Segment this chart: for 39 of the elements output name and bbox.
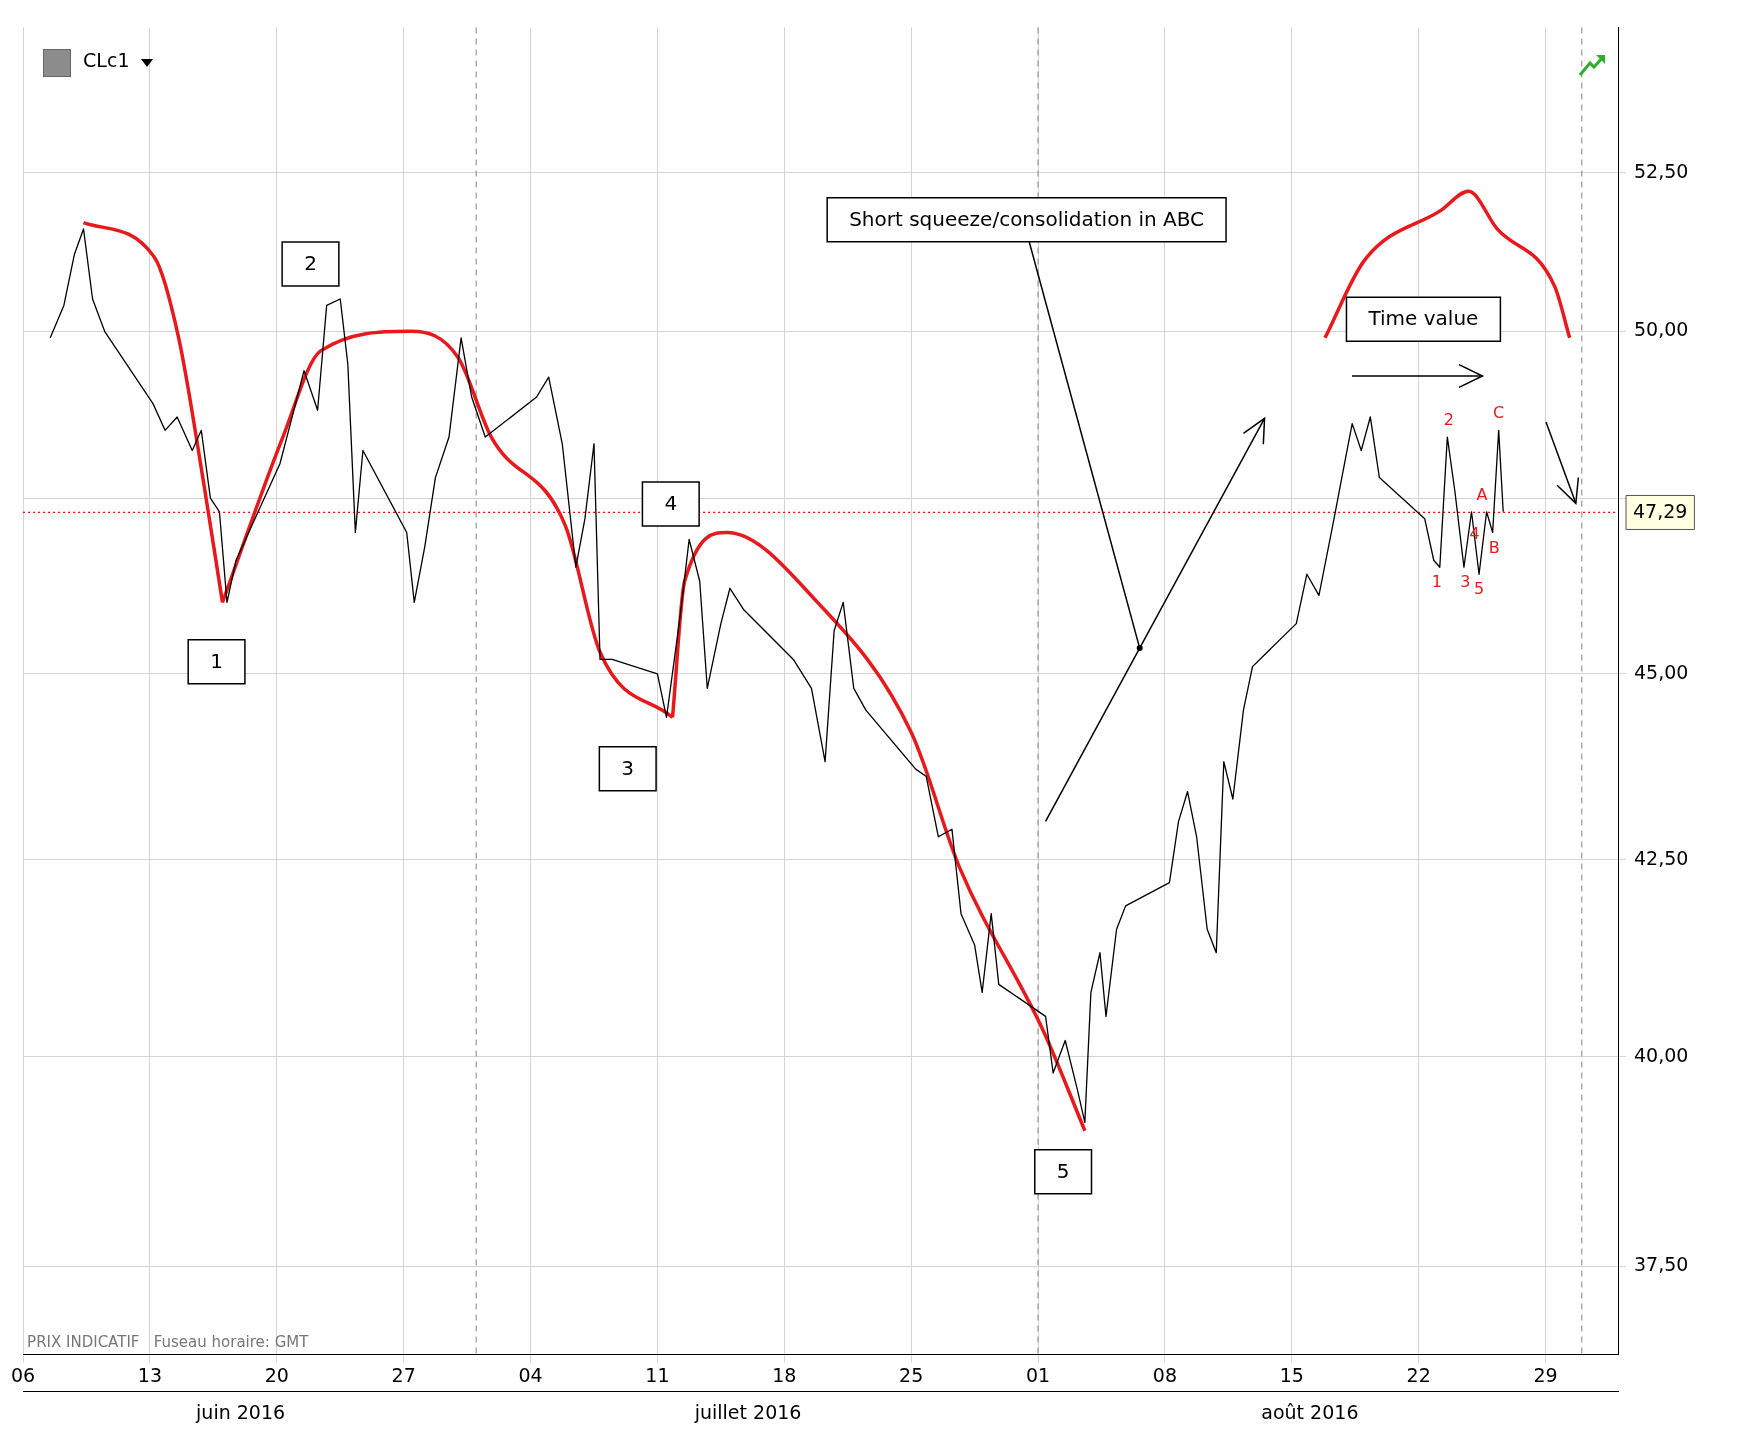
x-tick-label: 20 [264,1363,289,1386]
y-tick-label: 50,00 [1634,318,1689,341]
x-tick-label: 15 [1279,1363,1304,1386]
annotation: B [1488,537,1500,557]
x-tick-label: 22 [1406,1363,1431,1386]
x-tick-label: 01 [1025,1363,1051,1386]
annotation: A [1476,484,1488,504]
y-tick-label: 52,50 [1634,159,1689,182]
annotation: 3 [621,755,635,780]
x-tick-label: 06 [10,1363,36,1386]
annotation: C [1493,403,1505,423]
ref-line-label: 47,29 [1633,500,1688,523]
x2-tick-label: août 2016 [1261,1400,1359,1423]
annotation: 4 [664,491,678,516]
annotation: 2 [1443,410,1454,430]
y-tick-label: 37,50 [1634,1253,1689,1276]
x-tick-label: 18 [772,1363,797,1386]
annotation: 5 [1473,579,1485,599]
annotation: 1 [210,648,223,673]
x-tick-label: 29 [1533,1363,1558,1386]
annotation: 2 [304,251,317,276]
annotation: Time value [1367,306,1479,331]
x2-tick-label: juillet 2016 [693,1400,802,1423]
x-tick-label: 04 [518,1363,543,1386]
x-tick-label: 13 [137,1363,163,1386]
annotation: Short squeeze/consolidation in ABC [849,207,1205,232]
annotation: 5 [1056,1159,1070,1184]
x-tick-label: 25 [899,1363,924,1386]
x-tick-label: 08 [1152,1363,1177,1386]
annotation: 1 [1431,572,1442,592]
y-tick-label: 45,00 [1634,660,1689,683]
x2-tick-label: juin 2016 [195,1400,286,1423]
x-tick-label: 27 [391,1363,416,1386]
annotation: PRIX INDICATIF Fuseau horaire: GMT [27,1332,310,1351]
text: CLc1 [83,49,130,72]
y-tick-label: 40,00 [1634,1043,1689,1066]
y-tick-label: 42,50 [1634,846,1689,869]
annotation: 3 [1460,572,1471,592]
x-tick-label: 11 [645,1363,670,1386]
